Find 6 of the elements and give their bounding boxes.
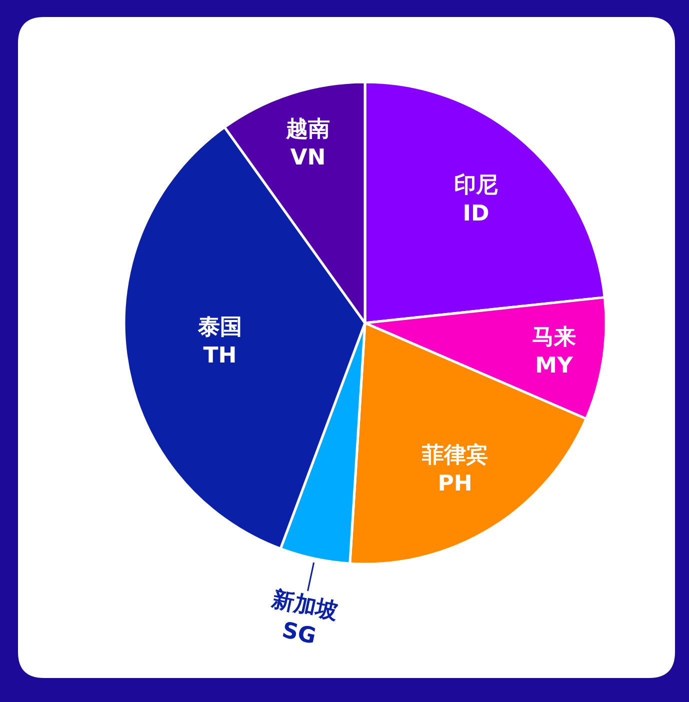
slice-label: 新加坡 SG [269, 586, 340, 650]
slice-label: 菲律宾 PH [421, 442, 488, 497]
slice-label: 马来 MY [532, 325, 576, 379]
slice-label: 印尼 ID [454, 173, 498, 227]
slice-label: 越南 VN [285, 117, 330, 171]
slice-label: 泰国 TH [197, 315, 242, 369]
